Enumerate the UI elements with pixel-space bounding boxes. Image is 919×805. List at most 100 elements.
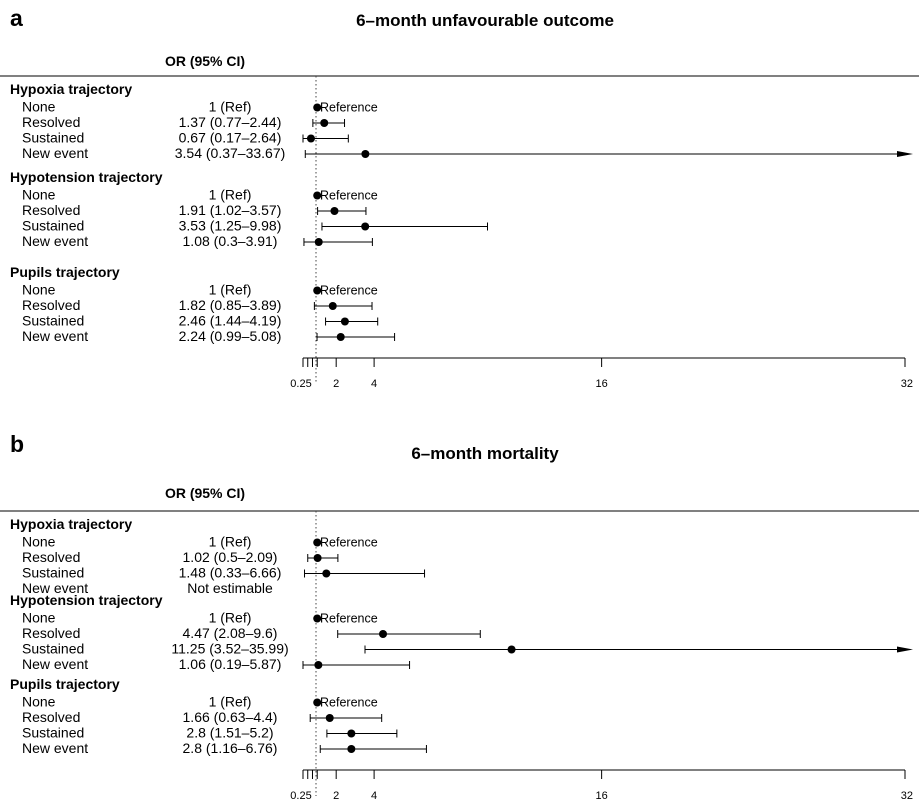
forest-panel-b: b 6–month mortality OR (95% CI) Hypoxia tra… [0,431,919,802]
row-label: None [22,99,56,115]
row-label: None [22,534,56,550]
or-value-text: 1.66 (0.63–4.4) [183,709,278,725]
x-tick-label: 16 [596,378,608,390]
row-label: Resolved [22,297,80,313]
row-label: None [22,694,56,710]
x-tick-label: 32 [901,790,913,802]
x-tick-label: 4 [371,790,377,802]
point-estimate [313,698,322,707]
or-value-text: 1.91 (1.02–3.57) [179,202,282,218]
or-value-text: 1 (Ref) [209,99,252,115]
reference-label: Reference [320,696,378,710]
or-value-text: 3.53 (1.25–9.98) [179,218,282,234]
group-label: Hypoxia trajectory [10,516,132,532]
row-label: Sustained [22,725,84,741]
x-tick-label: 4 [371,378,377,390]
row-label: None [22,610,56,626]
or-value-text: 2.8 (1.16–6.76) [183,740,278,756]
row-label: Sustained [22,565,84,581]
x-tick-label: 2 [333,790,339,802]
row-label: New event [22,145,88,161]
or-value-text: 1 (Ref) [209,610,252,626]
row-label: New event [22,328,88,344]
row-label: Resolved [22,549,80,565]
x-tick-label: 16 [596,790,608,802]
reference-label: Reference [320,284,378,298]
point-estimate [347,729,356,738]
row-label: Sustained [22,313,84,329]
point-estimate [379,630,388,638]
or-value-text: 1.82 (0.85–3.89) [179,297,282,313]
row-label: New event [22,740,88,756]
row-label: None [22,282,56,298]
or-value-text: 1 (Ref) [209,187,252,203]
row-label: Resolved [22,202,80,218]
or-value-text: 1.06 (0.19–5.87) [179,656,282,672]
x-tick-label: 0.25 [290,378,311,390]
or-value-text: 1.02 (0.5–2.09) [183,549,278,565]
ci-arrow [897,646,913,653]
point-estimate [313,103,322,112]
panel-title: 6–month unfavourable outcome [356,11,614,30]
group-label: Hypotension trajectory [10,592,163,608]
point-estimate [347,745,356,753]
row-label: Sustained [22,641,84,657]
reference-label: Reference [320,612,378,626]
or-column-header: OR (95% CI) [165,53,245,69]
point-estimate [325,714,334,722]
reference-label: Reference [320,189,378,203]
point-estimate [507,645,516,654]
or-value-text: 2.46 (1.44–4.19) [179,313,282,329]
reference-label: Reference [320,536,378,550]
row-label: Resolved [22,114,80,130]
point-estimate [330,207,339,215]
x-tick-label: 2 [333,378,339,390]
row-label: New event [22,656,88,672]
row-label: New event [22,580,88,596]
or-value-text: 1 (Ref) [209,694,252,710]
or-value-text: 2.8 (1.51–5.2) [186,725,273,741]
point-estimate [340,317,349,326]
group-label: Pupils trajectory [10,676,120,692]
ci-arrow [897,151,913,157]
point-estimate [336,333,345,341]
panel-letter: a [10,5,23,31]
point-estimate [361,150,370,158]
or-value-text: 1.48 (0.33–6.66) [179,565,282,581]
row-label: Sustained [22,130,84,146]
panel-title: 6–month mortality [411,444,559,463]
point-estimate [328,302,337,310]
panel-letter: b [10,431,24,457]
group-label: Hypoxia trajectory [10,81,132,97]
group-label: Pupils trajectory [10,264,120,280]
point-estimate [306,134,315,143]
or-value-text: 1 (Ref) [209,534,252,550]
point-estimate [322,569,331,578]
row-label: New event [22,233,88,249]
or-value-text: 1.08 (0.3–3.91) [183,233,278,249]
row-label: None [22,187,56,203]
x-tick-label: 32 [901,378,913,390]
point-estimate [314,661,323,669]
forest-panel-a: a 6–month unfavourable outcome OR (95% CI)… [0,5,919,390]
or-value-text: 1 (Ref) [209,282,252,298]
row-label: Resolved [22,625,80,641]
point-estimate [361,222,370,231]
point-estimate [313,614,322,623]
point-estimate [314,238,323,246]
reference-label: Reference [320,101,378,115]
or-value-text: 2.24 (0.99–5.08) [179,328,282,344]
point-estimate [313,538,322,547]
or-value-text: 11.25 (3.52–35.99) [171,641,288,657]
row-label: Sustained [22,218,84,234]
group-label: Hypotension trajectory [10,169,163,185]
or-value-text: 0.67 (0.17–2.64) [179,130,282,146]
point-estimate [320,119,329,127]
x-tick-label: 0.25 [290,790,311,802]
or-value-text: 1.37 (0.77–2.44) [179,114,282,130]
row-label: Resolved [22,709,80,725]
point-estimate [313,286,322,295]
or-value-text: 3.54 (0.37–33.67) [175,145,286,161]
